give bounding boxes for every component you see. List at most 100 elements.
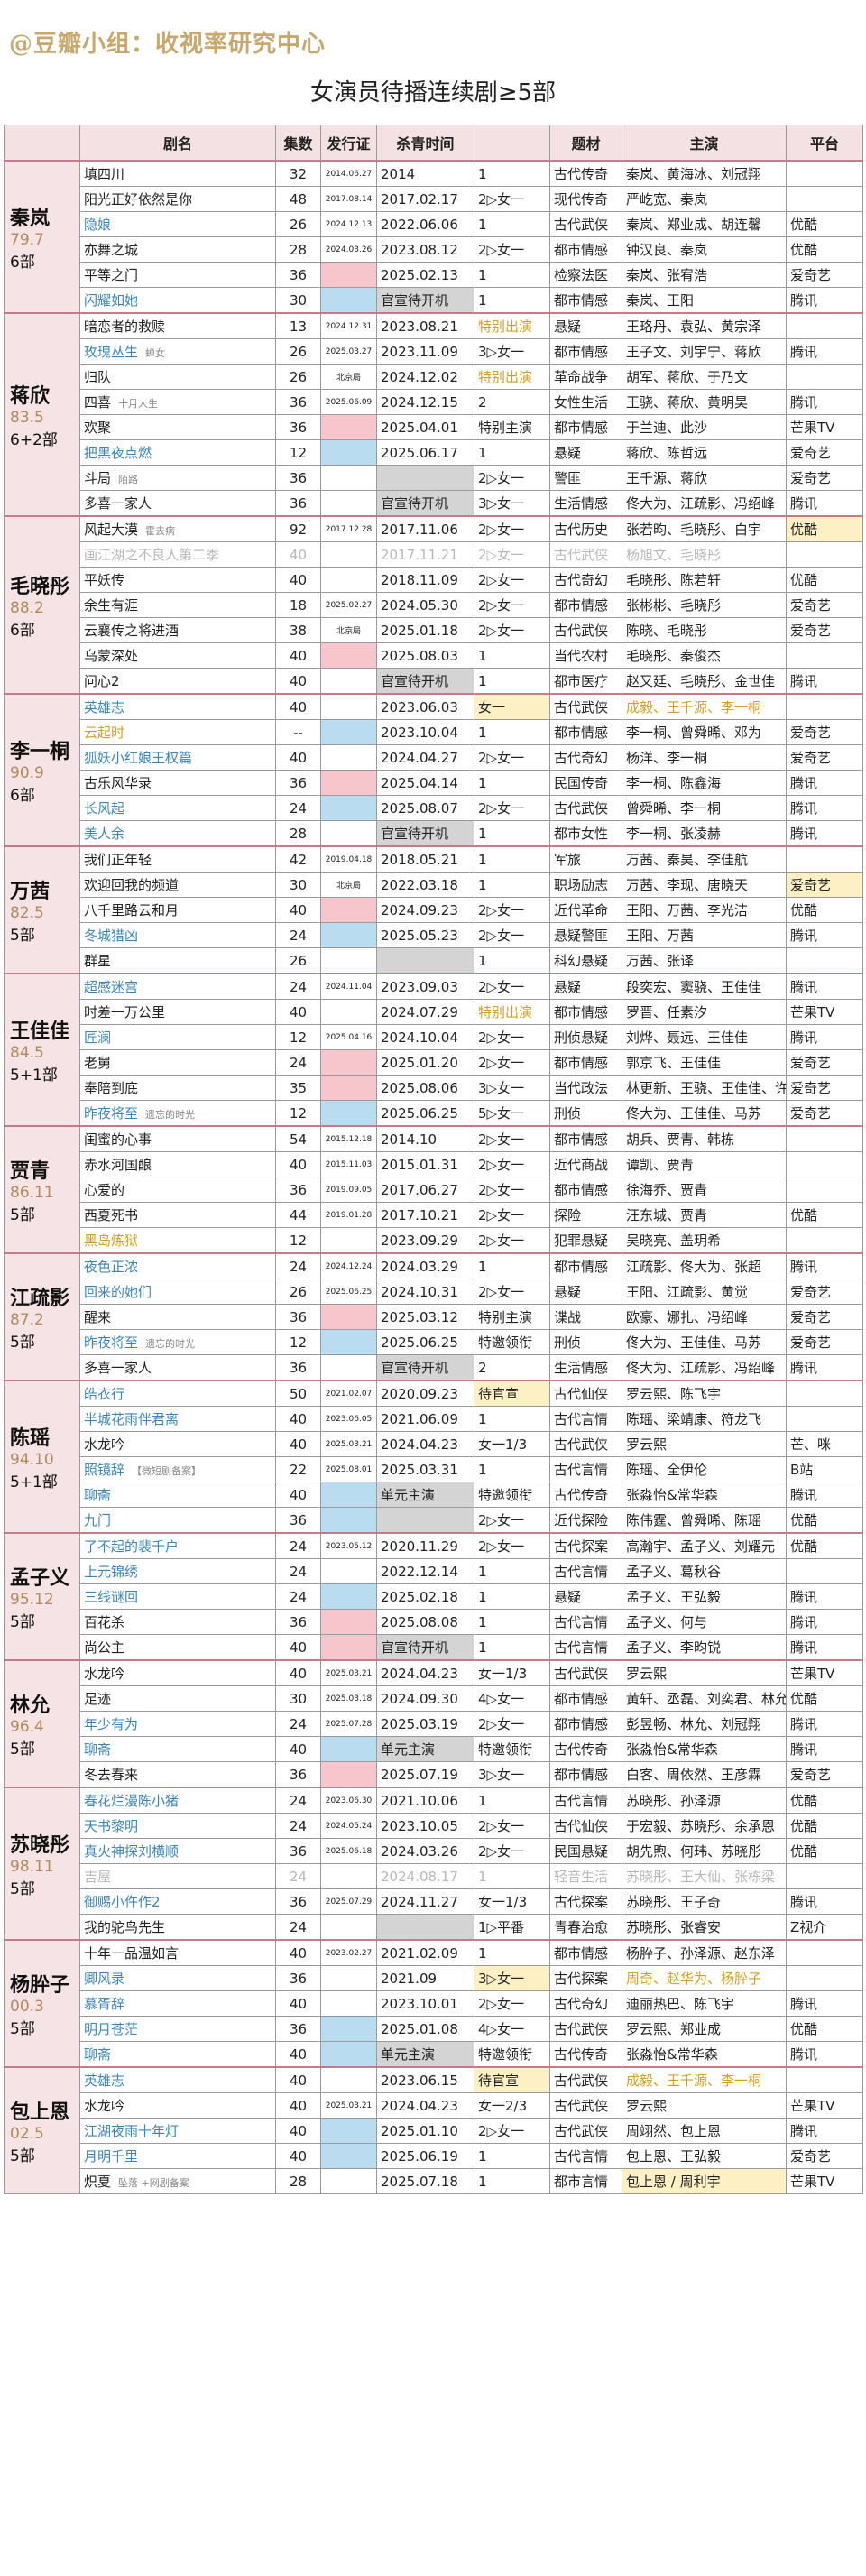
episodes: 36 <box>275 1354 321 1381</box>
cast: 包上恩、王弘毅 <box>622 2143 787 2169</box>
wrap-date: 2025.03.31 <box>376 1456 474 1482</box>
episodes: 40 <box>275 897 321 923</box>
genre: 都市情感 <box>549 719 622 745</box>
license-date: 2025.02.27 <box>320 592 377 618</box>
episodes: 36 <box>275 1761 321 1788</box>
episodes: 24 <box>275 1049 321 1076</box>
cast: 汪东城、贾青 <box>622 1202 787 1228</box>
actress-score: 88.2 <box>10 599 44 617</box>
drama-title: 西夏死书 <box>79 1202 276 1228</box>
genre: 民国悬疑 <box>549 1838 622 1864</box>
license-date <box>320 1558 377 1584</box>
drama-title: 欢聚 <box>79 414 276 440</box>
episodes: 92 <box>275 515 321 542</box>
drama-title: 水龙吟 <box>79 2092 276 2119</box>
drama-title: 狐妖小红娘王权篇 <box>79 744 276 771</box>
wrap-date: 2025.03.12 <box>376 1304 474 1330</box>
license-date: 2024.12.24 <box>320 1252 377 1279</box>
drama-title: 英雄志 <box>79 2066 276 2093</box>
episodes: 13 <box>275 312 321 339</box>
platform: 腾讯 <box>786 2118 863 2144</box>
cast: 陈伟霆、曾舜晞、陈瑶 <box>622 1507 787 1534</box>
header-title: 剧名 <box>79 125 276 162</box>
platform: 爱奇艺 <box>786 1761 863 1788</box>
license-date <box>320 770 377 796</box>
license-date <box>320 2118 377 2144</box>
wrap-date: 2022.12.14 <box>376 1558 474 1584</box>
wrap-date: 2025.07.19 <box>376 1761 474 1788</box>
genre: 古代传奇 <box>549 160 622 187</box>
genre: 科幻悬疑 <box>549 947 622 974</box>
license-date: 2024.03.26 <box>320 236 377 263</box>
platform <box>786 1380 863 1407</box>
platform: 腾讯 <box>786 2041 863 2068</box>
episodes: 40 <box>275 1659 321 1686</box>
table-row: 水龙吟 40 2025.03.21 2024.04.23 女一1/3 古代武侠 罗云熙 芒、咪 <box>5 1431 863 1457</box>
role: 2▷女一 <box>474 567 550 593</box>
license-date <box>320 1634 377 1661</box>
platform: 腾讯 <box>786 795 863 821</box>
cast: 张彬彬、毛晓彤 <box>622 592 787 618</box>
platform: 腾讯 <box>786 1990 863 2017</box>
genre: 都市情感 <box>549 1049 622 1076</box>
wrap-date: 2024.11.27 <box>376 1888 474 1915</box>
episodes: 40 <box>275 1939 321 1966</box>
wrap-date: 2024.04.23 <box>376 1659 474 1686</box>
actress-cell: 杨肸子 00.3 5部 <box>4 1939 80 2068</box>
actress-name: 万茜 <box>10 881 51 903</box>
genre: 古代传奇 <box>549 2041 622 2068</box>
cast: 胡兵、贾青、韩栋 <box>622 1125 787 1152</box>
role: 1 <box>474 770 550 796</box>
cast: 胡先煦、何玮、苏晓彤 <box>622 1838 787 1864</box>
cast: 杨旭文、毛晓彤 <box>622 541 787 568</box>
table-row: 赤水河国酿 40 2015.11.03 2015.01.31 2▷女一 近代商战 谭凯、贾青 <box>5 1151 863 1177</box>
genre: 都市医疗 <box>549 668 622 695</box>
table-row: 贾青 86.11 5部 闺蜜的心事 54 2015.12.18 2014.10 2▷女一 都市情… <box>4 1125 863 1254</box>
platform: 腾讯 <box>786 338 863 365</box>
role: 2▷女一 <box>474 1227 550 1254</box>
episodes: 26 <box>275 947 321 974</box>
episodes: 36 <box>275 1609 321 1635</box>
cast: 秦岚、王阳 <box>622 287 787 314</box>
actress-score: 87.2 <box>10 1311 44 1329</box>
episodes: 22 <box>275 1456 321 1482</box>
role: 2▷女一 <box>474 1990 550 2017</box>
drama-title: 照镜辞 【微短剧备案】 <box>79 1456 276 1482</box>
platform: 优酷 <box>786 1532 863 1559</box>
role: 2▷女一 <box>474 1711 550 1737</box>
drama-title: 炽夏 坠落 +网剧备案 <box>79 2168 276 2194</box>
actress-score: 98.11 <box>10 1858 54 1876</box>
wrap-date: 2023.08.12 <box>376 236 474 263</box>
wrap-date: 2024.03.26 <box>376 1838 474 1864</box>
actress-cell: 贾青 86.11 5部 <box>4 1125 80 1254</box>
role: 2▷女一 <box>474 1532 550 1559</box>
genre: 近代革命 <box>549 897 622 923</box>
drama-title: 余生有涯 <box>79 592 276 618</box>
genre: 古代言情 <box>549 1558 622 1584</box>
cast: 苏晓彤、孙泽源 <box>622 1787 787 1814</box>
drama-title: 古乐风华录 <box>79 770 276 796</box>
wrap-date: 2023.09.03 <box>376 973 474 1000</box>
actress-cell: 江疏影 87.2 5部 <box>4 1252 80 1381</box>
cast: 孟子义、王弘毅 <box>622 1583 787 1610</box>
license-date: 2023.06.05 <box>320 1406 377 1432</box>
role: 5▷女一 <box>474 1100 550 1127</box>
episodes: 40 <box>275 541 321 568</box>
table-row: 把黑夜点燃 12 2025.06.17 1 悬疑 蒋欣、陈哲远 爱奇艺 <box>5 439 863 466</box>
role: 特别出演 <box>474 364 550 390</box>
license-date: 2025.08.01 <box>320 1456 377 1482</box>
table-row: 我的驼鸟先生 24 1▷平番 青春治愈 苏晓彤、张睿安 Z视介 <box>5 1914 863 1941</box>
drama-title: 闺蜜的心事 <box>79 1125 276 1152</box>
drama-title: 明月苍茫 <box>79 2016 276 2042</box>
license-date <box>320 1914 377 1941</box>
role: 2▷女一 <box>474 922 550 948</box>
episodes: 40 <box>275 668 321 695</box>
cast: 钟汉良、秦岚 <box>622 236 787 263</box>
role: 1 <box>474 1609 550 1635</box>
cast: 刘烨、聂远、王佳佳 <box>622 1024 787 1050</box>
episodes: 36 <box>275 770 321 796</box>
role: 1 <box>474 1558 550 1584</box>
role: 2▷女一 <box>474 1151 550 1177</box>
role: 女一1/3 <box>474 1888 550 1915</box>
